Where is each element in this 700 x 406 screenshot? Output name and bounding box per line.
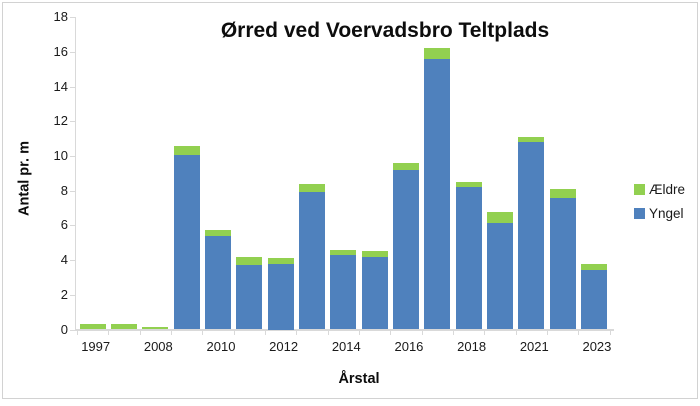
- x-tick-mark: [233, 331, 235, 335]
- bar-segment-ældre: [79, 324, 106, 330]
- y-tick-label: 14: [53, 78, 68, 94]
- x-tick-mark: [358, 331, 360, 335]
- bar-segment-yngel: [455, 187, 482, 330]
- x-tick-mark: [296, 331, 298, 335]
- x-tick-label: 2012: [269, 339, 299, 354]
- bar-segment-yngel: [549, 197, 576, 330]
- x-axis-line: [75, 329, 614, 331]
- y-tick-mark: [70, 156, 75, 157]
- legend-item-aeldre: Ældre: [634, 180, 694, 198]
- y-tick-label: 4: [60, 252, 68, 268]
- bar-segment-ældre: [455, 182, 482, 188]
- x-tick-mark: [421, 331, 423, 335]
- y-tick-mark: [70, 190, 75, 192]
- bar-segment-yngel: [298, 191, 325, 330]
- legend: Ældre Yngel: [634, 180, 694, 228]
- y-tick-label: 16: [53, 43, 68, 59]
- x-tick-mark: [452, 331, 454, 335]
- x-tick-label: 2016: [394, 339, 424, 354]
- x-tick-mark: [170, 331, 172, 335]
- x-tick-mark: [546, 331, 548, 335]
- y-tick-mark: [70, 260, 75, 262]
- bar-segment-yngel: [486, 222, 513, 330]
- bar-segment-ældre: [267, 258, 294, 265]
- x-tick-mark: [77, 331, 78, 335]
- bar-segment-yngel: [173, 155, 200, 330]
- bar-segment-ældre: [361, 250, 388, 257]
- bar-segment-ældre: [518, 136, 545, 143]
- x-tick-label: 2008: [143, 339, 173, 354]
- x-tick-mark: [609, 331, 611, 335]
- y-axis-line: [75, 17, 76, 330]
- legend-label-aeldre: Ældre: [649, 181, 686, 197]
- bar-segment-yngel: [518, 142, 545, 330]
- bar-segment-yngel: [580, 269, 607, 330]
- bar-segment-ældre: [110, 324, 137, 330]
- x-tick-label: 2018: [457, 339, 487, 354]
- y-tick-mark: [70, 121, 75, 123]
- bar-segment-ældre: [236, 257, 263, 266]
- y-tick-label: 18: [53, 9, 68, 25]
- bar-segment-yngel: [267, 264, 294, 330]
- y-tick-label: 8: [60, 182, 68, 198]
- y-tick-mark: [70, 86, 75, 88]
- x-tick-mark: [108, 331, 110, 335]
- y-tick-mark: [70, 225, 75, 227]
- legend-label-yngel: Yngel: [649, 205, 684, 221]
- bar-segment-yngel: [361, 256, 388, 330]
- bar-segment-ældre: [424, 47, 451, 59]
- bar-segment-ældre: [580, 264, 607, 270]
- bar-segment-yngel: [330, 254, 357, 330]
- x-tick-mark: [264, 331, 266, 335]
- x-tick-mark: [484, 331, 486, 335]
- y-tick-mark: [70, 294, 75, 296]
- bar-segment-yngel: [424, 58, 451, 330]
- x-tick-mark: [139, 331, 141, 335]
- bar-segment-yngel: [236, 265, 263, 330]
- x-tick-mark: [202, 331, 204, 335]
- x-tick-label: 1997: [81, 339, 111, 354]
- x-axis-title: Årstal: [338, 371, 380, 387]
- x-tick-label: 2014: [331, 339, 361, 354]
- y-tick-mark: [70, 17, 75, 19]
- y-tick-label: 2: [60, 286, 68, 302]
- aeldre-swatch-icon: [634, 183, 645, 195]
- yngel-swatch-icon: [634, 207, 645, 219]
- y-tick-mark: [70, 51, 75, 53]
- bar-segment-ældre: [142, 326, 169, 330]
- bar-segment-ældre: [330, 249, 357, 255]
- bar-segment-ældre: [392, 162, 419, 170]
- y-tick-label: 12: [53, 113, 68, 129]
- x-tick-mark: [327, 331, 329, 335]
- bar-segment-yngel: [392, 169, 419, 330]
- bar-segment-ældre: [549, 188, 576, 198]
- x-tick-mark: [390, 331, 392, 335]
- bar-segment-ældre: [173, 146, 200, 156]
- chart-title: Ørred ved Voervadsbro Teltplads: [220, 19, 550, 42]
- bar-segment-ældre: [204, 229, 231, 236]
- y-tick-label: 0: [60, 321, 68, 337]
- bar-segment-ældre: [486, 212, 513, 223]
- y-tick-label: 10: [53, 148, 68, 163]
- legend-item-yngel: Yngel: [634, 204, 694, 222]
- chart-border: [2, 2, 698, 399]
- x-tick-mark: [578, 331, 580, 335]
- y-tick-mark: [70, 329, 75, 331]
- x-tick-mark: [515, 331, 517, 335]
- x-tick-label: 2023: [582, 339, 612, 354]
- x-tick-label: 2021: [519, 339, 549, 354]
- bar-segment-ældre: [298, 183, 325, 192]
- y-tick-label: 6: [60, 217, 68, 233]
- x-tick-label: 2010: [206, 339, 236, 354]
- bar-segment-yngel: [204, 235, 231, 330]
